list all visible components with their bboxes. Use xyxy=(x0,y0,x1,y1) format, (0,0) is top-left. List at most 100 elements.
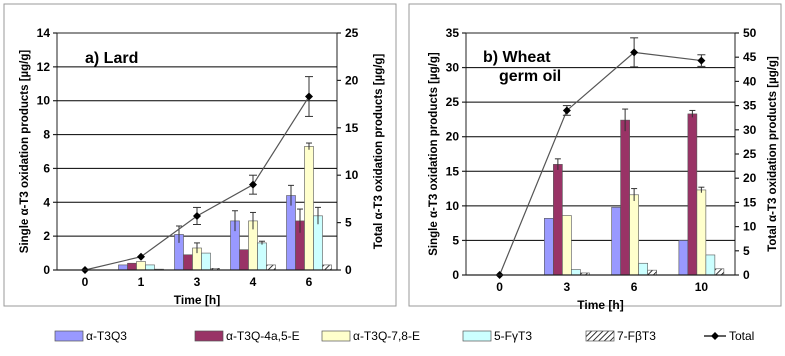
legend-swatch xyxy=(194,330,224,342)
panel-a-left-tick-label: 8 xyxy=(43,128,50,142)
panel-a-right-tick-label: 25 xyxy=(345,26,359,40)
panel-b-bar xyxy=(696,189,707,276)
legend-label: 5-FγT3 xyxy=(494,329,532,343)
panel-a-left-tick-label: 12 xyxy=(37,60,51,74)
panel-b-bar xyxy=(553,164,563,276)
panel-b-bar xyxy=(571,269,581,276)
panel-b-right-tick-label: 5 xyxy=(743,244,750,258)
panel-b-bar xyxy=(687,113,698,276)
panel-a: 0 2 4 6 8 10 12 14 0 5 10 15 20 25 0 1 3 4 6 Time [h] Single… xyxy=(19,26,385,307)
panel-a-bar xyxy=(286,195,296,271)
panel-b-left-tick-label: 25 xyxy=(446,95,460,109)
panel-a-left-tick-label: 4 xyxy=(43,195,50,209)
panel-b-bar xyxy=(562,215,572,276)
legend-label: 7-FβT3 xyxy=(617,329,656,343)
panel-b-x-tick-label: 10 xyxy=(695,280,709,294)
panel-a-x-tick-label: 1 xyxy=(138,275,145,289)
panel-a-x-axis-label: Time [h] xyxy=(174,293,220,307)
panel-a-x-tick-label: 4 xyxy=(250,275,257,289)
panel-a-left-tick-label: 6 xyxy=(43,161,50,175)
panel-b-left-tick-label: 30 xyxy=(446,61,460,75)
legend: α-T3Q3 α-T3Q-4a,5-E α-T3Q-7,8-E 5-FγT3 7-FβT… xyxy=(54,329,754,343)
legend-swatch xyxy=(585,330,615,342)
legend-label: α-T3Q-7,8-E xyxy=(353,329,420,343)
panel-b-left-tick-label: 5 xyxy=(452,233,459,247)
panel-a-right-tick-label: 20 xyxy=(345,73,359,87)
panel-a-title: a) Lard xyxy=(85,50,138,67)
panel-b-bar xyxy=(611,206,621,276)
panel-a-bar xyxy=(183,254,193,271)
panel-b-right-tick-label: 25 xyxy=(743,147,757,161)
panel-a-right-tick-label: 15 xyxy=(345,121,359,135)
panel-a-bar xyxy=(257,242,267,271)
panel-b-title-line: b) Wheat xyxy=(483,49,551,66)
panel-a-bar xyxy=(118,264,128,271)
panel-b-right-tick-label: 30 xyxy=(743,123,757,137)
panel-a-right-tick-label: 0 xyxy=(345,263,352,277)
panel-b-left-tick-label: 0 xyxy=(452,268,459,282)
panel-b-total-marker xyxy=(562,106,571,115)
panel-a-x-tick-label: 0 xyxy=(82,275,89,289)
panel-b-right-axis-label: Total α-T3 oxidation products [µg/g] xyxy=(767,56,779,252)
panel-a-x-tick-label: 3 xyxy=(194,275,201,289)
panel-b-bar xyxy=(678,240,689,276)
panel-b-left-tick-label: 35 xyxy=(446,26,460,40)
legend-swatch xyxy=(54,330,84,342)
panel-a-total-marker xyxy=(249,180,257,189)
panel-b-total-marker xyxy=(697,56,706,65)
legend-swatch xyxy=(321,330,351,342)
panel-b-bar xyxy=(620,119,630,276)
panel-b-total-marker xyxy=(630,48,639,57)
legend-label: α-T3Q3 xyxy=(86,329,127,343)
panel-b-right-tick-label: 10 xyxy=(743,220,757,234)
panel-a-x-tick-label: 6 xyxy=(306,275,313,289)
panel-a-left-axis-label: Single α-T3 oxidation products [µg/g] xyxy=(19,50,31,254)
panel-b-bar xyxy=(638,262,648,276)
panel-a-bar xyxy=(266,264,276,271)
panel-b-right-tick-label: 15 xyxy=(743,195,757,209)
panel-b-title-line: germ oil xyxy=(499,68,561,85)
panel-b-right-tick-label: 40 xyxy=(743,74,757,88)
panel-b-x-axis-label: Time [h] xyxy=(577,298,623,312)
panel-b-left-tick-label: 20 xyxy=(446,130,460,144)
panel-b-right-tick-label: 0 xyxy=(743,268,750,282)
panel-b-x-tick-label: 0 xyxy=(496,280,503,294)
legend-swatch xyxy=(462,330,492,342)
panel-b-bar xyxy=(705,254,716,276)
panel-b-left-tick-label: 10 xyxy=(446,199,460,213)
panel-a-left-tick-label: 10 xyxy=(37,94,51,108)
panel-b-right-tick-label: 35 xyxy=(743,99,757,113)
panel-b-left-axis-label: Single α-T3 oxidation products [µg/g] xyxy=(428,52,440,256)
panel-b: 0 5 10 15 20 25 30 35 0 5 10 15 20 25 30 35 40 45 50 0 3 6 10 T… xyxy=(428,26,779,312)
panel-b-bar xyxy=(629,194,639,276)
panel-a-bar xyxy=(145,264,155,271)
legend-label: Total xyxy=(729,329,754,343)
legend-label: α-T3Q-4a,5-E xyxy=(226,329,300,343)
panel-a-bar xyxy=(201,252,211,271)
panel-a-left-tick-label: 2 xyxy=(43,229,50,243)
panel-a-bar xyxy=(136,261,146,271)
panel-a-bar xyxy=(322,264,332,271)
panel-b-right-tick-label: 45 xyxy=(743,50,757,64)
panel-b-bar xyxy=(714,268,725,276)
legend-marker-total xyxy=(711,332,719,340)
panel-b-x-tick-label: 3 xyxy=(564,280,571,294)
panel-b-bar xyxy=(544,218,554,276)
panel-b-total-line xyxy=(499,51,702,276)
panel-a-total-marker xyxy=(305,92,313,101)
panel-b-x-tick-label: 6 xyxy=(631,280,638,294)
panel-a-left-tick-label: 0 xyxy=(43,263,50,277)
panel-b-left-tick-label: 15 xyxy=(446,164,460,178)
panel-a-total-marker xyxy=(137,252,145,261)
panel-a-total-marker xyxy=(193,211,201,220)
panel-a-bar xyxy=(239,249,249,271)
panel-a-bar xyxy=(304,146,314,271)
panel-b-bar xyxy=(647,269,657,276)
panel-a-right-axis-label: Total α-T3 oxidation products [µg/g] xyxy=(373,54,385,250)
panel-a-right-tick-label: 5 xyxy=(345,216,352,230)
panel-a-right-tick-label: 10 xyxy=(345,168,359,182)
panel-a-bar xyxy=(127,262,137,271)
panel-b-right-tick-label: 50 xyxy=(743,26,757,40)
panel-a-left-tick-label: 14 xyxy=(37,26,51,40)
